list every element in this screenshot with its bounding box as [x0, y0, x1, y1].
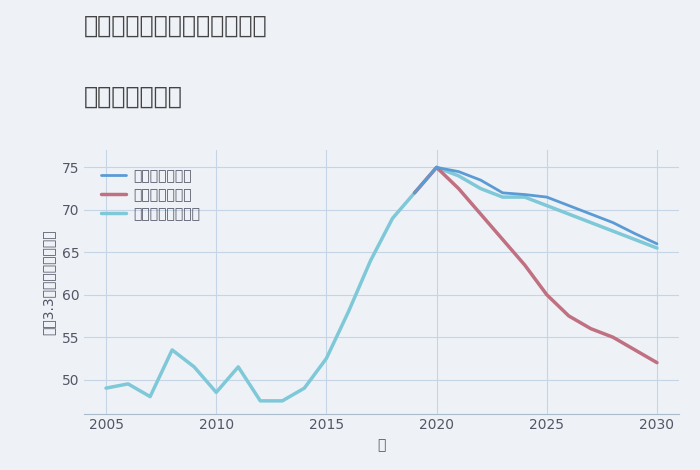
- Legend: グッドシナリオ, バッドシナリオ, ノーマルシナリオ: グッドシナリオ, バッドシナリオ, ノーマルシナリオ: [97, 165, 204, 225]
- グッドシナリオ: [587, 211, 595, 217]
- バッドシナリオ: [587, 326, 595, 331]
- バッドシナリオ: [410, 190, 419, 196]
- Text: 土地の価格推移: 土地の価格推移: [84, 85, 183, 109]
- ノーマルシナリオ: [542, 203, 551, 208]
- ノーマルシナリオ: [521, 194, 529, 200]
- ノーマルシナリオ: [433, 164, 441, 170]
- ノーマルシナリオ: [609, 228, 617, 234]
- バッドシナリオ: [631, 347, 639, 353]
- グッドシナリオ: [653, 241, 662, 247]
- バッドシナリオ: [653, 360, 662, 366]
- ノーマルシナリオ: [102, 385, 110, 391]
- バッドシナリオ: [609, 334, 617, 340]
- Line: ノーマルシナリオ: ノーマルシナリオ: [106, 167, 657, 401]
- ノーマルシナリオ: [190, 364, 198, 370]
- Line: バッドシナリオ: バッドシナリオ: [414, 167, 657, 363]
- ノーマルシナリオ: [322, 356, 330, 361]
- ノーマルシナリオ: [410, 190, 419, 196]
- グッドシナリオ: [454, 169, 463, 174]
- バッドシナリオ: [454, 186, 463, 191]
- ノーマルシナリオ: [168, 347, 176, 353]
- グッドシナリオ: [565, 203, 573, 208]
- ノーマルシナリオ: [653, 245, 662, 251]
- グッドシナリオ: [498, 190, 507, 196]
- バッドシナリオ: [498, 237, 507, 243]
- Line: グッドシナリオ: グッドシナリオ: [414, 167, 657, 244]
- グッドシナリオ: [410, 190, 419, 196]
- Y-axis label: 坪（3.3㎡）単価（万円）: 坪（3.3㎡）単価（万円）: [42, 229, 56, 335]
- ノーマルシナリオ: [212, 390, 220, 395]
- X-axis label: 年: 年: [377, 438, 386, 452]
- グッドシナリオ: [521, 192, 529, 197]
- グッドシナリオ: [433, 164, 441, 170]
- グッドシナリオ: [542, 194, 551, 200]
- ノーマルシナリオ: [300, 385, 309, 391]
- ノーマルシナリオ: [256, 398, 265, 404]
- バッドシナリオ: [477, 211, 485, 217]
- グッドシナリオ: [631, 231, 639, 236]
- ノーマルシナリオ: [498, 194, 507, 200]
- バッドシナリオ: [521, 262, 529, 268]
- ノーマルシナリオ: [389, 216, 397, 221]
- ノーマルシナリオ: [366, 258, 375, 264]
- Text: 愛知県名古屋市中村区横井の: 愛知県名古屋市中村区横井の: [84, 14, 267, 38]
- ノーマルシナリオ: [454, 173, 463, 179]
- グッドシナリオ: [609, 220, 617, 226]
- グッドシナリオ: [477, 177, 485, 183]
- ノーマルシナリオ: [631, 237, 639, 243]
- バッドシナリオ: [542, 292, 551, 298]
- ノーマルシナリオ: [344, 309, 353, 314]
- バッドシナリオ: [433, 164, 441, 170]
- バッドシナリオ: [565, 313, 573, 319]
- ノーマルシナリオ: [278, 398, 286, 404]
- ノーマルシナリオ: [587, 220, 595, 226]
- ノーマルシナリオ: [565, 211, 573, 217]
- ノーマルシナリオ: [124, 381, 132, 387]
- ノーマルシナリオ: [146, 394, 154, 399]
- ノーマルシナリオ: [234, 364, 242, 370]
- ノーマルシナリオ: [477, 186, 485, 191]
